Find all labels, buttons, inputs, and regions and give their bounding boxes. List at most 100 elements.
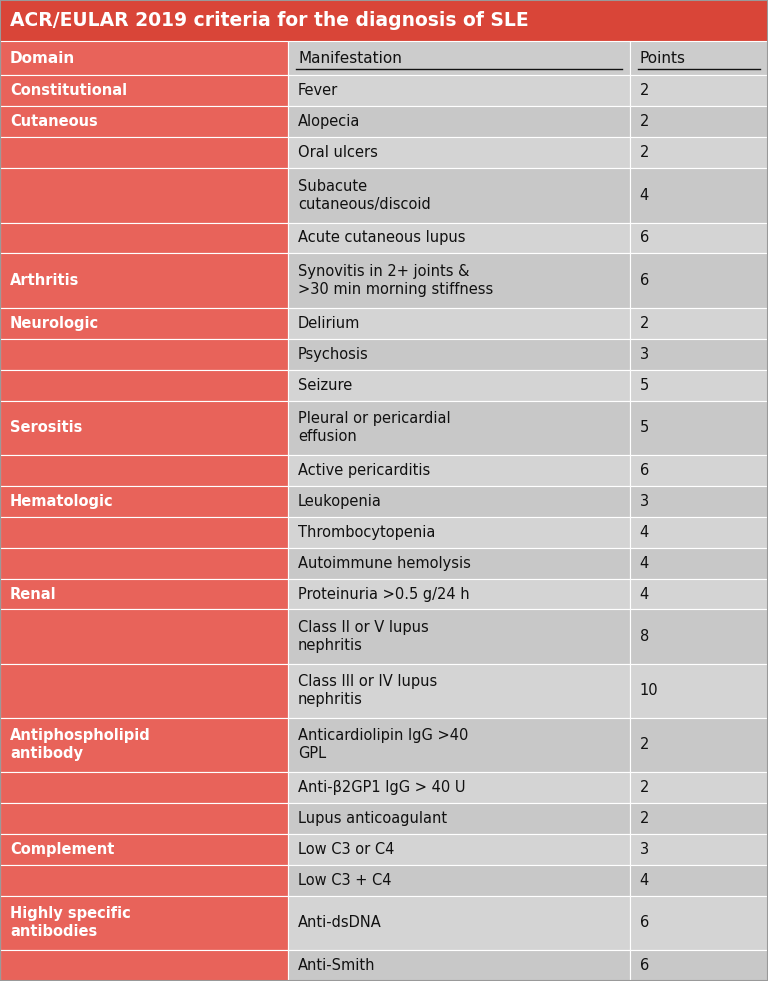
Text: 2: 2 bbox=[640, 811, 649, 826]
Text: 2: 2 bbox=[640, 83, 649, 98]
Text: 8: 8 bbox=[640, 629, 649, 645]
Text: Antiphospholipid
antibody: Antiphospholipid antibody bbox=[10, 729, 151, 761]
Text: Class II or V lupus
nephritis: Class II or V lupus nephritis bbox=[298, 620, 429, 653]
Bar bbox=[288, 169, 630, 223]
Text: Oral ulcers: Oral ulcers bbox=[298, 145, 378, 160]
Text: Leukopenia: Leukopenia bbox=[298, 493, 382, 508]
Text: Low C3 or C4: Low C3 or C4 bbox=[298, 842, 395, 857]
Bar bbox=[630, 400, 768, 455]
Text: 4: 4 bbox=[640, 873, 649, 888]
Text: 6: 6 bbox=[640, 958, 649, 973]
Bar bbox=[630, 76, 768, 106]
Bar bbox=[630, 169, 768, 223]
Bar bbox=[0, 896, 288, 950]
Bar bbox=[630, 865, 768, 896]
Bar bbox=[288, 896, 630, 950]
Bar bbox=[0, 76, 288, 106]
Text: 6: 6 bbox=[640, 231, 649, 245]
Bar bbox=[288, 253, 630, 308]
Bar bbox=[288, 106, 630, 137]
Bar bbox=[630, 803, 768, 834]
Bar bbox=[630, 517, 768, 547]
Text: Autoimmune hemolysis: Autoimmune hemolysis bbox=[298, 555, 471, 571]
Text: Acute cutaneous lupus: Acute cutaneous lupus bbox=[298, 231, 465, 245]
Bar bbox=[630, 223, 768, 253]
Bar bbox=[288, 76, 630, 106]
Bar bbox=[0, 400, 288, 455]
Text: 2: 2 bbox=[640, 780, 649, 795]
Text: Delirium: Delirium bbox=[298, 316, 360, 331]
Text: Complement: Complement bbox=[10, 842, 114, 857]
Bar bbox=[288, 400, 630, 455]
Text: Thrombocytopenia: Thrombocytopenia bbox=[298, 525, 435, 540]
Bar bbox=[288, 370, 630, 400]
Bar bbox=[288, 40, 630, 76]
Bar bbox=[0, 865, 288, 896]
Bar bbox=[288, 137, 630, 169]
Text: Serositis: Serositis bbox=[10, 420, 82, 436]
Text: 4: 4 bbox=[640, 555, 649, 571]
Bar bbox=[0, 137, 288, 169]
Bar bbox=[630, 772, 768, 803]
Text: Pleural or pericardial
effusion: Pleural or pericardial effusion bbox=[298, 411, 451, 444]
Text: Domain: Domain bbox=[10, 51, 75, 66]
Text: Anticardiolipin IgG >40
GPL: Anticardiolipin IgG >40 GPL bbox=[298, 729, 468, 761]
Bar bbox=[630, 834, 768, 865]
Text: Anti-β2GP1 IgG > 40 U: Anti-β2GP1 IgG > 40 U bbox=[298, 780, 465, 795]
Bar bbox=[630, 106, 768, 137]
Bar bbox=[288, 664, 630, 718]
Text: 3: 3 bbox=[640, 493, 649, 508]
Text: ACR/EULAR 2019 criteria for the diagnosis of SLE: ACR/EULAR 2019 criteria for the diagnosi… bbox=[10, 11, 528, 29]
Bar bbox=[630, 486, 768, 517]
Text: 2: 2 bbox=[640, 115, 649, 129]
Bar bbox=[630, 370, 768, 400]
Bar bbox=[0, 486, 288, 517]
Text: Cutaneous: Cutaneous bbox=[10, 115, 98, 129]
Bar bbox=[630, 455, 768, 486]
Bar bbox=[0, 338, 288, 370]
Bar bbox=[630, 609, 768, 664]
Text: 6: 6 bbox=[640, 273, 649, 288]
Text: Arthritis: Arthritis bbox=[10, 273, 79, 288]
Text: Neurologic: Neurologic bbox=[10, 316, 99, 331]
Bar bbox=[0, 718, 288, 772]
Bar bbox=[630, 308, 768, 338]
Text: Psychosis: Psychosis bbox=[298, 346, 369, 362]
Bar bbox=[630, 718, 768, 772]
Text: Class III or IV lupus
nephritis: Class III or IV lupus nephritis bbox=[298, 674, 437, 707]
Text: Constitutional: Constitutional bbox=[10, 83, 127, 98]
Bar bbox=[288, 338, 630, 370]
Bar bbox=[0, 517, 288, 547]
Text: Synovitis in 2+ joints &
>30 min morning stiffness: Synovitis in 2+ joints & >30 min morning… bbox=[298, 264, 493, 297]
Bar bbox=[288, 486, 630, 517]
Bar bbox=[630, 896, 768, 950]
Text: Alopecia: Alopecia bbox=[298, 115, 360, 129]
Bar bbox=[0, 834, 288, 865]
Text: Manifestation: Manifestation bbox=[298, 51, 402, 66]
Text: 2: 2 bbox=[640, 316, 649, 331]
Bar bbox=[288, 517, 630, 547]
Bar bbox=[630, 338, 768, 370]
Bar bbox=[288, 547, 630, 579]
Bar bbox=[288, 772, 630, 803]
Bar bbox=[0, 950, 288, 981]
Bar bbox=[0, 169, 288, 223]
Bar bbox=[0, 664, 288, 718]
Bar bbox=[288, 950, 630, 981]
Text: Renal: Renal bbox=[10, 587, 57, 601]
Text: Hematologic: Hematologic bbox=[10, 493, 114, 508]
Text: 4: 4 bbox=[640, 188, 649, 203]
Bar bbox=[0, 803, 288, 834]
Text: 2: 2 bbox=[640, 738, 649, 752]
Text: Fever: Fever bbox=[298, 83, 338, 98]
Text: Proteinuria >0.5 g/24 h: Proteinuria >0.5 g/24 h bbox=[298, 587, 469, 601]
Bar bbox=[630, 950, 768, 981]
Bar bbox=[288, 803, 630, 834]
Bar bbox=[0, 223, 288, 253]
Text: 4: 4 bbox=[640, 587, 649, 601]
Bar bbox=[0, 253, 288, 308]
Bar bbox=[0, 772, 288, 803]
Bar bbox=[0, 547, 288, 579]
Text: 10: 10 bbox=[640, 683, 658, 698]
Bar bbox=[288, 609, 630, 664]
